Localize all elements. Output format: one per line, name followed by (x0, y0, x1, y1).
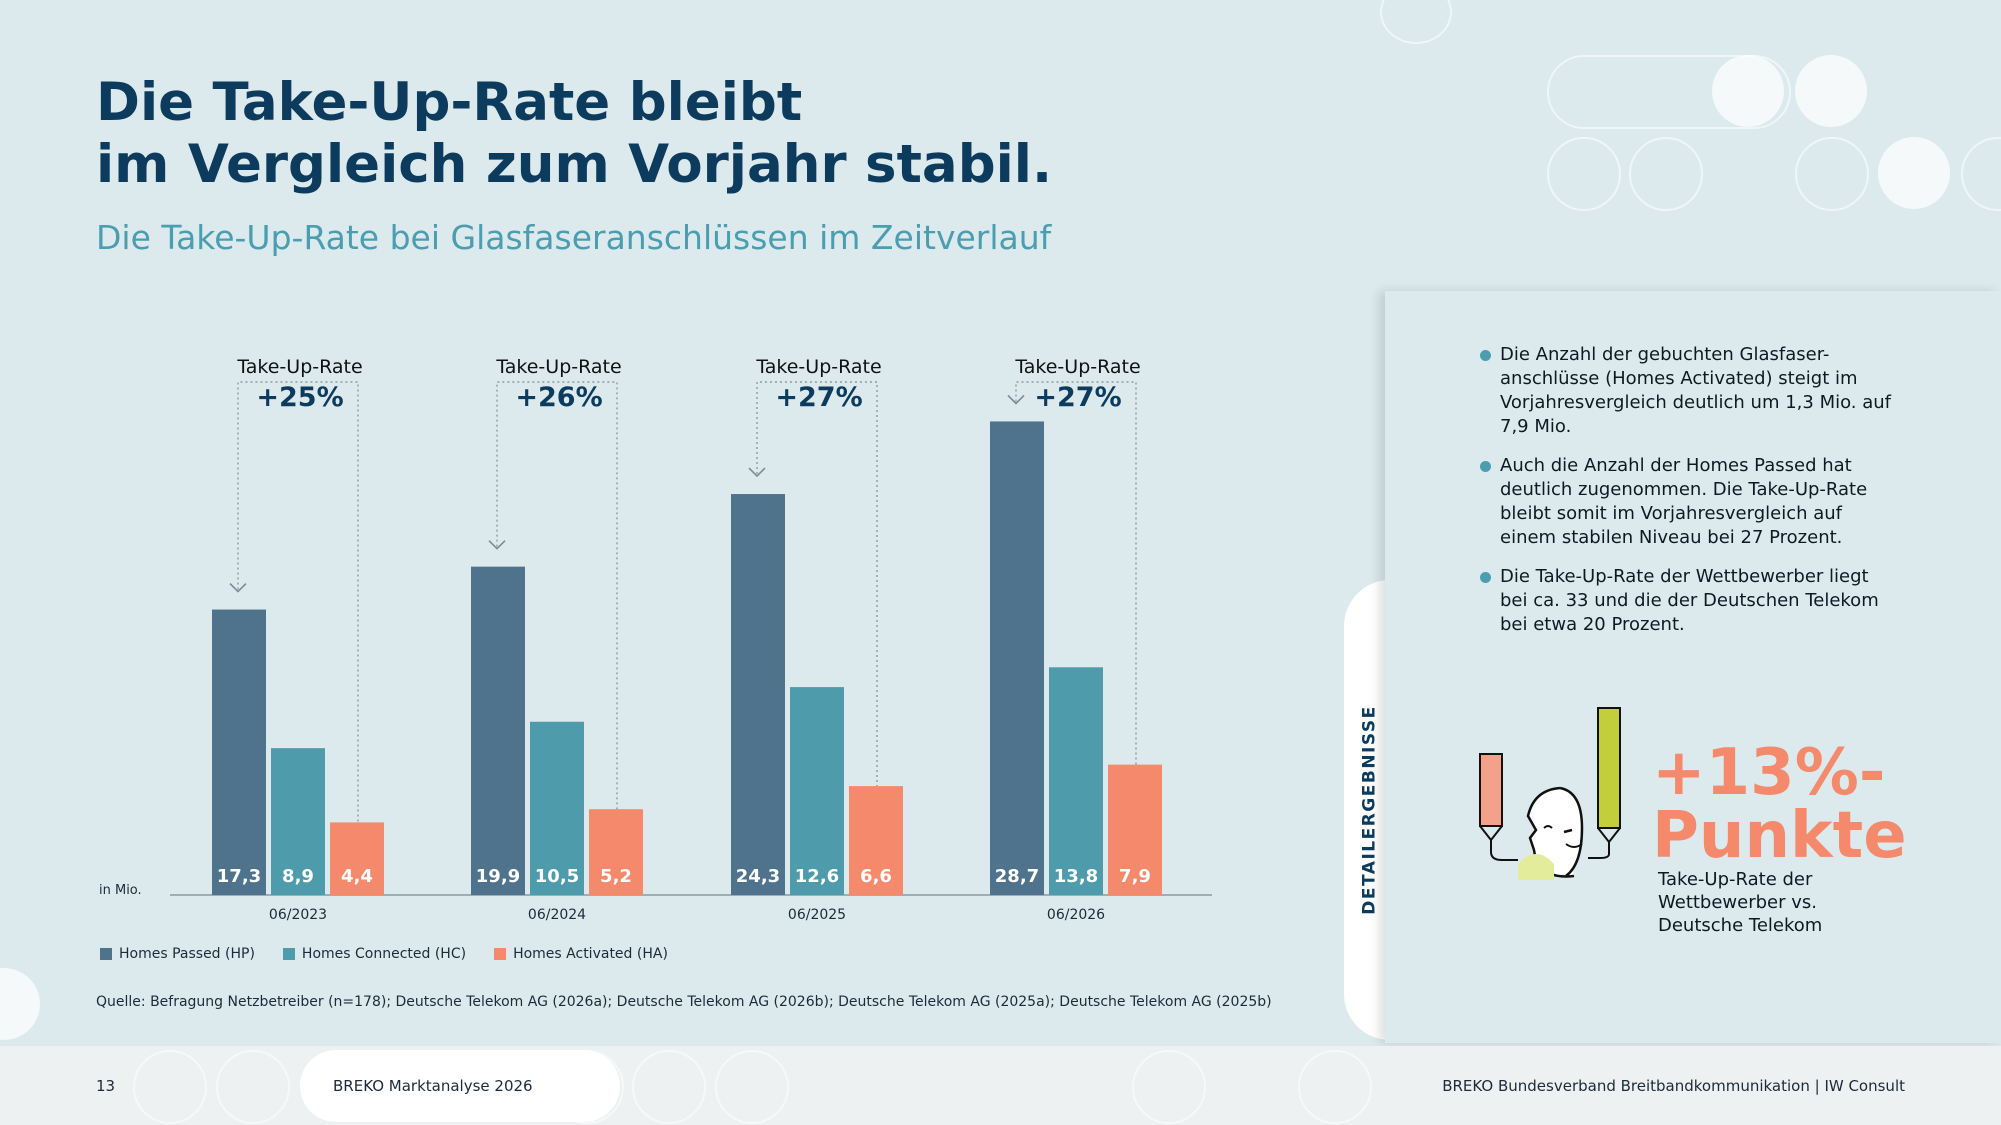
panel-tab-label-wrapper: DETAILERGEBNISSE (1344, 580, 1396, 1040)
take-up-label: Take-Up-Rate (495, 356, 621, 378)
take-up-bracket (756, 381, 878, 787)
legend-label-hc: Homes Connected (HC) (301, 946, 467, 962)
bar-value-label: 24,3 (736, 866, 780, 887)
take-up-value: +25% (256, 382, 343, 413)
take-up-value: +26% (515, 382, 602, 413)
legend-swatch-hc (282, 948, 295, 960)
take-up-label: Take-Up-Rate (236, 356, 362, 378)
down-arrow-icon (1007, 394, 1025, 405)
legend-item-ha: Homes Activated (HA) (494, 946, 668, 962)
take-up-label: Take-Up-Rate (1014, 356, 1140, 378)
bullet-dot-icon (1480, 461, 1491, 472)
legend-item-hc: Homes Connected (HC) (282, 946, 467, 962)
bar-ha (589, 809, 643, 895)
bar-hp (731, 494, 785, 895)
page-title: Die Take-Up-Rate bleibt im Vergleich zum… (96, 72, 1052, 196)
bar-value-label: 4,4 (341, 866, 373, 887)
decor-circle (1795, 55, 1867, 127)
bar-value-label: 19,9 (476, 866, 520, 887)
face-markers-illustration-icon (1479, 707, 1621, 880)
legend-label-hp: Homes Passed (HP) (119, 946, 255, 962)
bar-chart: in Mio. 17,3 8,9 4,4 06/2023 Take-Up-Rate +25%… (99, 356, 1212, 923)
decor-circle (1380, 0, 1452, 44)
title-line-2: im Vergleich zum Vorjahr stabil. (96, 134, 1053, 195)
panel-tab-label: DETAILERGEBNISSE (1360, 705, 1380, 915)
x-tick-label: 06/2024 (528, 907, 586, 923)
bullet-text: Die Anzahl der gebuchten Glasfaser-ansch… (1500, 344, 1892, 437)
bullet-dot-icon (1480, 350, 1491, 361)
page-number: 13 (96, 1077, 116, 1095)
bar-hc (1049, 667, 1103, 895)
decor-circle (632, 1050, 706, 1124)
bullet-item: Die Take-Up-Rate der Wettbewerber liegt … (1478, 565, 1898, 637)
kpi-caption: Take-Up-Rate der Wettbewerber vs. Deutsc… (1658, 869, 1823, 936)
decor-circle (1629, 137, 1703, 211)
down-arrow-icon (488, 540, 506, 550)
bullet-item: Die Anzahl der gebuchten Glasfaser-ansch… (1478, 343, 1898, 439)
bar-value-label: 7,9 (1119, 866, 1151, 887)
bar-hp (212, 609, 266, 895)
bar-value-label: 8,9 (282, 866, 314, 887)
decor-circle (133, 1050, 207, 1124)
bar-hp (471, 566, 525, 895)
x-tick-label: 06/2025 (788, 907, 846, 923)
x-tick-label: 06/2026 (1047, 907, 1105, 923)
bar-hc (271, 748, 325, 895)
footer-publication: BREKO Marktanalyse 2026 (333, 1077, 533, 1095)
source-note: Quelle: Befragung Netzbetreiber (n=178);… (96, 994, 1272, 1010)
decor-circle (1795, 137, 1869, 211)
bar-value-label: 13,8 (1054, 866, 1098, 887)
down-arrow-icon (748, 467, 766, 478)
take-up-value: +27% (1034, 382, 1121, 413)
kpi-value: +13%- Punkte (1652, 736, 1907, 873)
legend-swatch-ha (494, 948, 507, 960)
decor-circle (1132, 1050, 1206, 1124)
decor-circle (1878, 137, 1950, 209)
bar-hp (990, 421, 1044, 895)
decor-circle (1712, 55, 1784, 127)
bar-ha (330, 822, 384, 895)
bar-value-label: 28,7 (995, 866, 1039, 887)
bar-hc (790, 687, 844, 895)
legend-swatch-hp (100, 948, 112, 960)
bullet-text: Die Take-Up-Rate der Wettbewerber liegt … (1500, 566, 1879, 635)
bar-ha (1108, 764, 1162, 895)
bar-value-label: 17,3 (217, 866, 261, 887)
decor-circle (1961, 137, 2001, 211)
kpi-line-2: Punkte (1652, 799, 1907, 873)
decor-circle (715, 1050, 789, 1124)
decor-circle (1547, 137, 1621, 211)
bar-hc (530, 721, 584, 895)
bullet-dot-icon (1480, 572, 1491, 583)
chart-subtitle: Die Take-Up-Rate bei Glasfaseranschlüsse… (96, 218, 1052, 257)
decor-circle (550, 1050, 624, 1124)
bar-value-label: 5,2 (600, 866, 632, 887)
bullet-item: Auch die Anzahl der Homes Passed hat deu… (1478, 454, 1898, 550)
chart-legend: Homes Passed (HP) Homes Connected (HC) H… (100, 946, 668, 962)
footer-publisher: BREKO Bundesverband Breitbandkommunikati… (1442, 1077, 1905, 1095)
details-bullet-list: Die Anzahl der gebuchten Glasfaser-ansch… (1478, 343, 1898, 652)
bar-value-label: 10,5 (535, 866, 579, 887)
take-up-label: Take-Up-Rate (755, 356, 881, 378)
x-tick-label: 06/2023 (269, 907, 327, 923)
decor-circle (1298, 1050, 1372, 1124)
decor-circle (216, 1050, 290, 1124)
decor-pill (1547, 55, 1791, 129)
take-up-bracket (1015, 381, 1137, 765)
kpi-line-1: +13%- (1652, 736, 1886, 810)
bar-ha (849, 786, 903, 895)
bullet-text: Auch die Anzahl der Homes Passed hat deu… (1500, 455, 1868, 548)
title-line-1: Die Take-Up-Rate bleibt (96, 72, 803, 133)
details-panel (1385, 291, 2001, 1043)
down-arrow-icon (229, 582, 247, 593)
legend-label-ha: Homes Activated (HA) (513, 946, 668, 962)
legend-item-hp: Homes Passed (HP) (100, 946, 255, 962)
decor-circle (0, 968, 40, 1040)
bar-value-label: 12,6 (795, 866, 839, 887)
bar-value-label: 6,6 (860, 866, 892, 887)
take-up-value: +27% (775, 382, 862, 413)
y-unit-label: in Mio. (99, 883, 142, 898)
